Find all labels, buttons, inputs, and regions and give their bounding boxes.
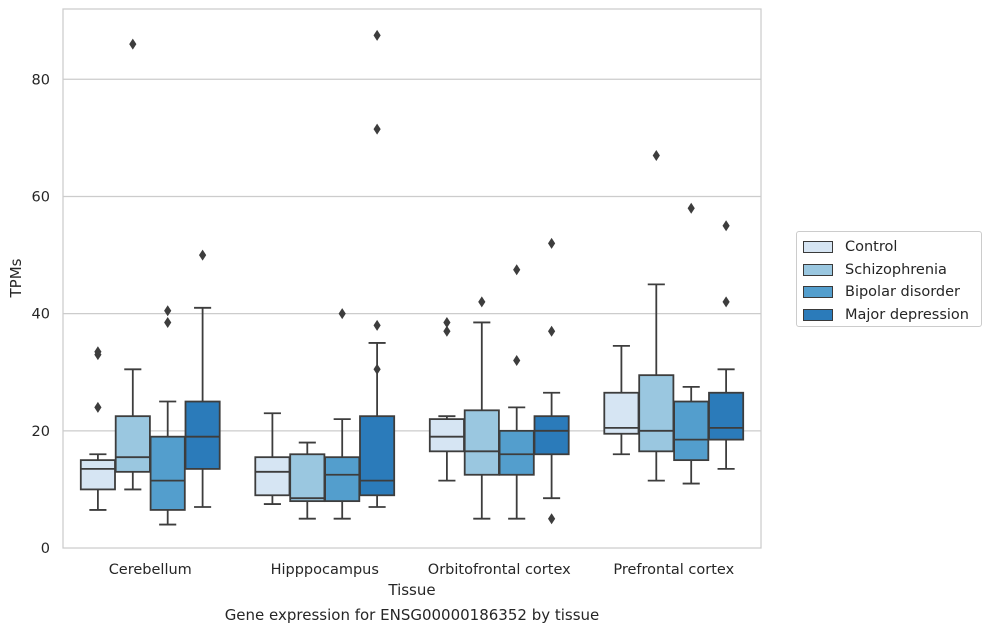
box-schizophrenia xyxy=(463,296,500,520)
legend-item: Bipolar disorder xyxy=(803,281,975,304)
outlier-point xyxy=(338,308,346,320)
outlier-point xyxy=(373,123,381,135)
box-iqr xyxy=(638,374,675,453)
box-bipolar-disorder xyxy=(324,308,361,520)
box-iqr xyxy=(533,415,570,456)
box-control xyxy=(603,344,640,456)
box-major-depression xyxy=(359,29,396,508)
x-tick-label: Prefrontal cortex xyxy=(613,562,734,578)
outlier-point xyxy=(129,38,137,50)
box-control xyxy=(79,346,116,511)
box-iqr xyxy=(708,391,745,441)
legend-label: Control xyxy=(845,239,898,256)
outlier-point xyxy=(513,355,521,367)
y-tick-label: 0 xyxy=(41,541,50,557)
outlier-point xyxy=(94,346,102,358)
legend-label: Bipolar disorder xyxy=(845,284,960,301)
x-tick-label: Orbitofrontal cortex xyxy=(428,562,571,578)
box-iqr xyxy=(254,456,291,497)
y-tick-label: 40 xyxy=(32,307,50,323)
box-schizophrenia xyxy=(638,149,675,482)
legend-item: Schizophrenia xyxy=(803,259,975,282)
box-iqr xyxy=(428,418,465,453)
outlier-point xyxy=(652,149,660,161)
outlier-point xyxy=(548,325,556,337)
y-tick-label: 60 xyxy=(32,189,50,205)
y-tick-label: 20 xyxy=(32,424,50,440)
outlier-point xyxy=(443,316,451,328)
box-iqr xyxy=(673,400,710,462)
box-major-depression xyxy=(533,237,570,525)
outlier-point xyxy=(199,249,207,261)
y-axis-label: TPMs xyxy=(7,258,25,298)
box-major-depression xyxy=(708,220,745,470)
legend-item: Major depression xyxy=(803,304,975,327)
outlier-point xyxy=(722,220,730,232)
legend: Control Schizophrenia Bipolar disorder M… xyxy=(796,231,982,327)
y-tick-label: 80 xyxy=(32,72,50,88)
x-tick-label: Cerebellum xyxy=(109,562,192,578)
box-iqr xyxy=(324,456,361,503)
box-control xyxy=(254,412,291,505)
box-iqr xyxy=(289,453,326,503)
x-axis-label: Tissue xyxy=(387,581,435,599)
y-axis-ticks: 0 20 40 60 80 xyxy=(32,72,50,557)
box-iqr xyxy=(359,415,396,497)
legend-label: Major depression xyxy=(845,306,969,323)
legend-item: Control xyxy=(803,236,975,259)
box-iqr xyxy=(184,400,221,470)
box-schizophrenia xyxy=(289,441,326,520)
box-iqr xyxy=(463,409,500,476)
boxes-layer xyxy=(79,29,745,526)
legend-swatch-control xyxy=(803,241,833,254)
box-bipolar-disorder xyxy=(673,202,710,485)
legend-swatch-major-depression xyxy=(803,308,833,321)
outlier-point xyxy=(548,237,556,249)
box-schizophrenia xyxy=(114,38,151,491)
outlier-point xyxy=(373,363,381,375)
box-bipolar-disorder xyxy=(149,305,186,526)
outlier-point xyxy=(513,264,521,276)
box-control xyxy=(428,316,465,482)
outlier-point xyxy=(687,202,695,214)
x-tick-label: Hipppocampus xyxy=(271,562,379,578)
box-iqr xyxy=(114,415,151,473)
box-iqr xyxy=(498,429,535,476)
outlier-point xyxy=(478,296,486,308)
outlier-point xyxy=(164,316,172,328)
box-iqr xyxy=(149,435,186,511)
chart-caption: Gene expression for ENSG00000186352 by t… xyxy=(224,606,600,624)
outlier-point xyxy=(722,296,730,308)
x-axis-ticks: Cerebellum Hipppocampus Orbitofrontal cort… xyxy=(109,562,735,578)
outlier-point xyxy=(373,319,381,331)
box-major-depression xyxy=(184,249,221,508)
legend-swatch-bipolar-disorder xyxy=(803,286,833,299)
outlier-point xyxy=(94,401,102,413)
box-bipolar-disorder xyxy=(498,264,535,520)
outlier-point xyxy=(443,325,451,337)
outlier-point xyxy=(164,305,172,317)
legend-label: Schizophrenia xyxy=(845,261,947,278)
outlier-point xyxy=(548,513,556,525)
plot-frame xyxy=(62,8,762,549)
outlier-point xyxy=(373,29,381,41)
box-iqr xyxy=(79,459,116,491)
legend-swatch-schizophrenia xyxy=(803,263,833,276)
